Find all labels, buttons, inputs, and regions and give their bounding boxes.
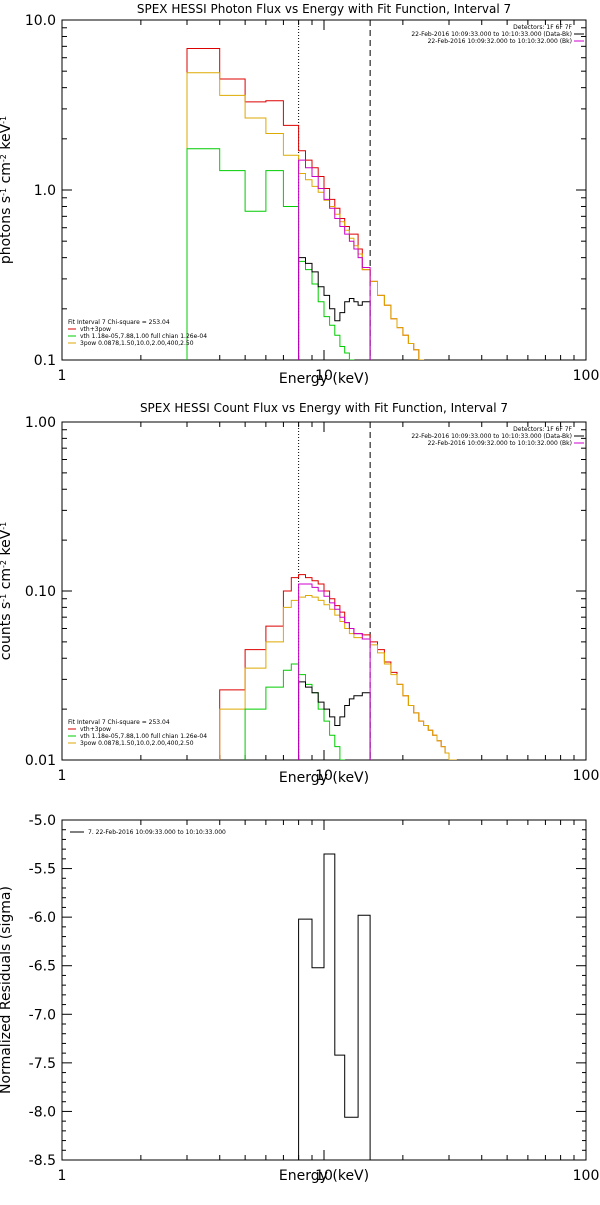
y-tick-label: -7.0 (29, 1007, 56, 1023)
series-2-step-line (186, 595, 483, 760)
x-tick-label: 1 (58, 768, 67, 784)
y-tick-label: -6.0 (29, 910, 56, 926)
y-tick-label: 10.0 (25, 13, 56, 29)
fit-interval-label: Fit Interval 7 Chi-square = 253.04 (68, 719, 170, 726)
x-tick-label: 10 (315, 1168, 333, 1184)
chart-title: SPEX HESSI Photon Flux vs Energy with Fi… (137, 2, 511, 16)
y-tick-label: 1.00 (25, 415, 56, 431)
y-label-unit: cm (0, 162, 14, 188)
y-label-unit: keV (0, 123, 14, 154)
y-tick-label: -6.5 (29, 959, 56, 975)
chart-panel-2: SPEX HESSI Count Flux vs Energy with Fit… (0, 401, 600, 786)
legend-text: 7. 22-Feb-2016 10:09:33.000 to 10:10:33.… (88, 829, 226, 836)
series-group (186, 48, 450, 360)
x-axis-label: Energy (keV) (279, 770, 369, 786)
y-label-exponent: -1 (0, 522, 8, 530)
fit-legend-text: 3pow 0.0878,1.50,10.0,2.00,400,2.50 (80, 340, 194, 347)
fit-legend-text: 3pow 0.0878,1.50,10.0,2.00,400,2.50 (80, 740, 194, 747)
y-axis-label: Normalized Residuals (sigma) (0, 886, 14, 1094)
x-axis-label: Energy (keV) (279, 371, 369, 387)
series-2-step-line (186, 72, 450, 360)
y-label-exponent: -1 (0, 116, 8, 124)
x-tick-label: 10 (315, 368, 333, 384)
fit-interval-label: Fit Interval 7 Chi-square = 253.04 (68, 319, 170, 326)
x-axis-label: Energy (keV) (279, 1168, 369, 1184)
y-tick-label: -5.5 (29, 862, 56, 878)
y-label-unit: cm (0, 568, 14, 594)
y-tick-label: -8.0 (29, 1104, 56, 1120)
x-tick-label: 100 (573, 768, 600, 784)
x-tick-label: 100 (573, 1168, 600, 1184)
series-4-step-line (298, 681, 371, 760)
chart-panel-1: SPEX HESSI Photon Flux vs Energy with Fi… (0, 2, 600, 387)
series-5-step-line (298, 159, 371, 360)
y-tick-label: 0.01 (25, 753, 56, 769)
header-entry-text: 22-Feb-2016 10:09:32.000 to 10:10:32.000… (428, 440, 572, 447)
chart-panel-3: 1 10 100 -5.0 -5.5 -6.0 -6.5 -7.0 -7.5 -8.0 -8.5 En… (0, 813, 599, 1184)
series-5-step-line (298, 583, 371, 760)
x-tick-label: 100 (573, 368, 600, 384)
series-4-step-line (298, 257, 371, 360)
series-group (298, 853, 371, 1160)
y-tick-label: -8.5 (29, 1153, 56, 1169)
y-label-exponent: -1 (0, 188, 8, 196)
header-entry-text: 22-Feb-2016 10:09:33.000 to 10:10:33.000… (411, 433, 572, 440)
y-tick-label: 0.1 (34, 353, 56, 369)
header-entry-text: 22-Feb-2016 10:09:32.000 to 10:10:32.000… (428, 38, 572, 45)
x-tick-label: 1 (58, 1168, 67, 1184)
detectors-label: Detectors: 1F 6F 7F (513, 24, 572, 31)
y-axis-label: photons s-1 cm-2 keV-1 (0, 116, 14, 264)
y-tick-label: -7.5 (29, 1056, 56, 1072)
plot-frame (61, 819, 587, 1161)
series-3-step-line (186, 148, 371, 360)
y-label-unit: photons s (0, 196, 14, 264)
fit-legend-text: vth+3pow (80, 726, 111, 733)
y-tick-label: -5.0 (29, 813, 56, 829)
y-label-unit: keV (0, 529, 14, 560)
plot-frame (61, 19, 587, 361)
header-entry-text: 22-Feb-2016 10:09:33.000 to 10:10:33.000… (411, 31, 572, 38)
detectors-label: Detectors: 1F 6F 7F (513, 426, 572, 433)
y-label-exponent: -2 (0, 154, 8, 162)
series-1-step-line (298, 853, 371, 1160)
fit-legend-text: vth 1.18e-05,7.88,1.00 full chian 1.26e-… (80, 733, 207, 740)
series-1-step-line (186, 48, 450, 360)
y-tick-label: 0.10 (25, 584, 56, 600)
fit-legend-text: vth+3pow (80, 326, 111, 333)
x-tick-label: 1 (58, 368, 67, 384)
plot-frame (61, 421, 587, 761)
y-label-exponent: -2 (0, 560, 8, 568)
series-group (186, 574, 483, 760)
y-axis-label: counts s-1 cm-2 keV-1 (0, 522, 14, 661)
y-label-exponent: -1 (0, 594, 8, 602)
x-tick-label: 10 (315, 768, 333, 784)
y-tick-label: 1.0 (34, 183, 56, 199)
y-label-unit: counts s (0, 602, 14, 661)
fit-legend-text: vth 1.18e-05,7.88,1.00 full chian 1.26e-… (80, 333, 207, 340)
chart-title: SPEX HESSI Count Flux vs Energy with Fit… (140, 401, 508, 415)
